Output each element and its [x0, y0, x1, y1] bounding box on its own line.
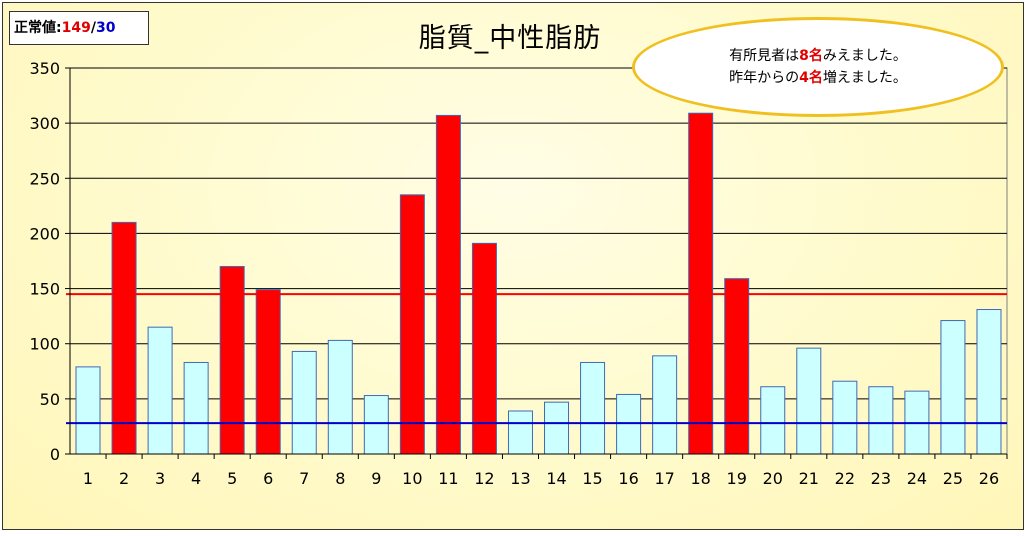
y-tick-label-250: 250 [29, 169, 60, 188]
bar-22 [832, 380, 858, 455]
bar-13 [507, 410, 533, 455]
x-tick-label-11: 11 [438, 469, 458, 488]
normal-range-upper: 149 [61, 20, 91, 36]
y-tick-label-0: 0 [50, 445, 60, 464]
x-tick-label-13: 13 [510, 469, 530, 488]
x-tick-label-16: 16 [618, 469, 638, 488]
y-tick-label-300: 300 [29, 114, 60, 133]
bar-14 [544, 401, 570, 455]
x-tick-label-24: 24 [907, 469, 927, 488]
x-tick-label-6: 6 [263, 469, 273, 488]
x-tick-label-25: 25 [943, 469, 963, 488]
bar-23 [868, 386, 894, 455]
bar-4 [183, 361, 209, 455]
callout-line-1-pre: 有所見者は [729, 48, 800, 64]
x-tick-label-9: 9 [371, 469, 381, 488]
x-tick-label-21: 21 [799, 469, 819, 488]
callout-annotation: 有所見者は8名みえました。 昨年からの4名増えました。 [632, 17, 1004, 117]
y-tick-label-350: 350 [29, 59, 60, 78]
bar-26 [976, 309, 1002, 455]
y-tick-label-50: 50 [40, 390, 60, 409]
y-tick-label-100: 100 [29, 335, 60, 354]
x-tick-label-8: 8 [335, 469, 345, 488]
bar-7 [291, 350, 317, 455]
bar-6 [255, 289, 281, 455]
x-tick-label-1: 1 [83, 469, 93, 488]
bar-1 [75, 366, 101, 455]
x-tick-label-22: 22 [835, 469, 855, 488]
callout-line-1-post: みえました。 [822, 48, 907, 64]
x-tick-label-14: 14 [546, 469, 566, 488]
chart-title: 脂質_中性脂肪 [418, 23, 602, 54]
x-tick-label-18: 18 [690, 469, 710, 488]
callout-line-2-post: 増えました。 [822, 70, 907, 86]
bar-3 [147, 326, 173, 455]
bar-8 [327, 339, 353, 455]
x-tick-label-23: 23 [871, 469, 891, 488]
bar-9 [363, 395, 389, 455]
bar-16 [616, 393, 642, 455]
y-tick-label-200: 200 [29, 224, 60, 243]
x-tick-label-20: 20 [763, 469, 783, 488]
x-tick-label-17: 17 [654, 469, 674, 488]
normal-range-label: 正常値:149/30 [9, 11, 149, 45]
callout-line-2-pre: 昨年からの [729, 70, 800, 86]
x-tick-label-3: 3 [155, 469, 165, 488]
x-tick-label-7: 7 [299, 469, 309, 488]
x-tick-label-10: 10 [402, 469, 422, 488]
bar-2 [111, 221, 137, 455]
bar-10 [399, 194, 425, 455]
bar-17 [652, 355, 678, 455]
x-tick-label-12: 12 [474, 469, 494, 488]
x-tick-label-4: 4 [191, 469, 201, 488]
x-tick-label-15: 15 [582, 469, 602, 488]
callout-line-2-count: 4名 [799, 70, 823, 86]
bar-15 [580, 361, 606, 455]
x-tick-label-2: 2 [119, 469, 129, 488]
normal-range-prefix: 正常値: [14, 20, 62, 36]
callout-line-2: 昨年からの4名増えました。 [729, 67, 907, 89]
bar-18 [688, 112, 714, 455]
normal-range-separator: / [90, 20, 96, 36]
bar-20 [760, 386, 786, 455]
callout-line-1: 有所見者は8名みえました。 [729, 45, 907, 67]
bar-12 [471, 242, 497, 455]
plot-area [69, 67, 1008, 455]
bar-11 [435, 114, 461, 455]
y-tick-label-150: 150 [29, 280, 60, 299]
bar-21 [796, 347, 822, 455]
normal-range-lower: 30 [95, 20, 116, 36]
x-tick-label-19: 19 [727, 469, 747, 488]
x-tick-label-26: 26 [979, 469, 999, 488]
bar-25 [940, 320, 966, 455]
callout-line-1-count: 8名 [799, 48, 823, 64]
x-tick-label-5: 5 [227, 469, 237, 488]
bar-19 [724, 278, 750, 455]
